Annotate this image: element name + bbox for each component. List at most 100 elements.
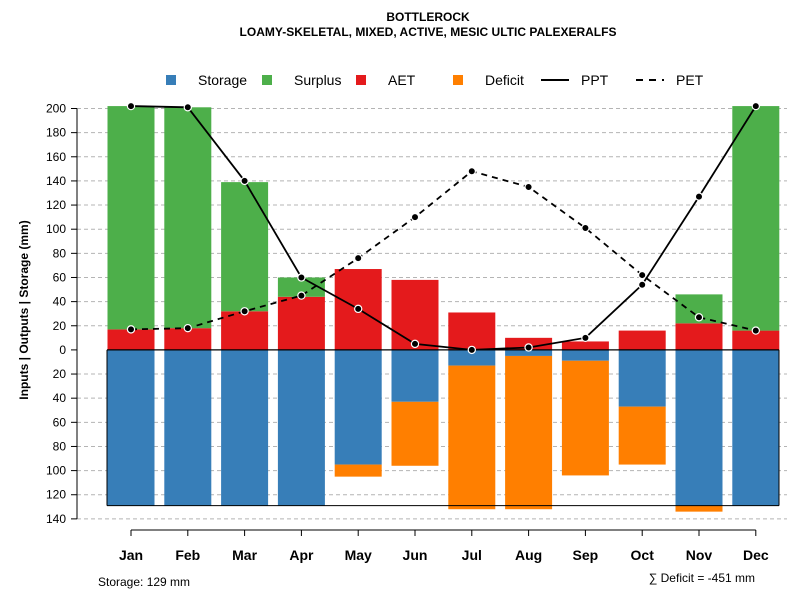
bar-deficit [505, 355, 553, 510]
point-pet [638, 270, 647, 280]
bar-aet [391, 279, 439, 350]
x-tick-label: Oct [631, 547, 655, 563]
bar-surplus [107, 106, 155, 330]
x-tick-label: Mar [232, 547, 257, 563]
point-pet [354, 253, 363, 263]
y-tick-label: 200 [46, 102, 66, 116]
legend-label: Deficit [485, 72, 524, 88]
point-pet [467, 167, 476, 176]
y-axis-label: Inputs | Outputs | Storage (mm) [17, 220, 31, 399]
bar-deficit [391, 401, 439, 466]
point-pet [581, 223, 590, 233]
bar-storage [675, 349, 723, 506]
bar-deficit [618, 406, 666, 465]
point-pet [410, 212, 420, 222]
y-tick-label: 120 [46, 198, 66, 212]
legend-label: AET [388, 72, 416, 88]
bars [106, 106, 780, 512]
y-tick-label: 100 [46, 222, 66, 236]
legend-label: PPT [581, 72, 609, 88]
y-tick-label: 120 [46, 488, 66, 502]
bar-deficit [334, 464, 382, 477]
point-ppt [297, 273, 306, 282]
y-axis: 2001801601401201008060402002040608010012… [46, 102, 78, 526]
point-ppt [126, 101, 136, 111]
bar-aet [107, 329, 155, 350]
y-tick-label: 60 [53, 270, 67, 284]
point-ppt [183, 103, 192, 112]
bar-storage [107, 349, 155, 506]
bar-surplus [164, 107, 212, 329]
point-ppt [524, 343, 533, 352]
bar-aet [164, 328, 212, 350]
legend-swatch [166, 75, 176, 85]
bar-storage [164, 349, 212, 506]
y-tick-label: 20 [53, 367, 67, 381]
chart-subtitle: LOAMY-SKELETAL, MIXED, ACTIVE, MESIC ULT… [240, 25, 617, 39]
line-ppt [130, 105, 757, 351]
y-tick-label: 80 [53, 439, 67, 453]
y-tick-label: 100 [46, 464, 66, 478]
legend-label: Storage [198, 72, 247, 88]
bar-storage [221, 349, 269, 506]
point-pet [524, 182, 533, 192]
point-pet [751, 326, 761, 335]
point-ppt [240, 176, 249, 186]
point-ppt [751, 101, 761, 111]
series-lines [126, 101, 761, 355]
bar-aet [277, 296, 325, 350]
x-axis: Jan Feb Mar Apr May Jun Jul Aug Sep Oct Nov Dec [119, 529, 769, 563]
bar-deficit [675, 505, 723, 512]
y-tick-label: 140 [46, 174, 66, 188]
y-tick-label: 0 [59, 343, 66, 357]
point-pet [126, 325, 136, 334]
bar-deficit [448, 365, 496, 510]
x-tick-label: Nov [686, 547, 713, 563]
legend-swatch [453, 75, 463, 85]
point-pet [694, 313, 704, 322]
y-tick-label: 40 [53, 295, 67, 309]
bar-aet [732, 330, 780, 350]
point-pet [240, 307, 249, 316]
y-tick-label: 40 [53, 391, 67, 405]
point-ppt [694, 192, 704, 201]
x-tick-label: Jun [403, 547, 428, 563]
legend-label: PET [676, 72, 704, 88]
bar-storage [561, 349, 609, 361]
point-ppt [354, 304, 363, 314]
x-tick-label: Feb [175, 547, 200, 563]
point-ppt [638, 280, 647, 289]
x-tick-label: Aug [515, 547, 542, 563]
point-ppt [410, 339, 420, 349]
grid-lines [77, 108, 787, 520]
y-tick-label: 180 [46, 126, 66, 140]
bar-aet [221, 311, 269, 350]
point-pet [297, 291, 306, 300]
bar-storage [391, 349, 439, 402]
point-pet [183, 323, 192, 333]
bar-storage [277, 349, 325, 506]
bar-surplus [277, 277, 325, 297]
bar-surplus [221, 182, 269, 312]
y-tick-label: 80 [53, 246, 67, 260]
legend-swatch [356, 75, 366, 85]
legend-swatch [262, 75, 272, 85]
point-ppt [581, 333, 590, 343]
x-tick-label: Jan [119, 547, 143, 563]
bar-storage [618, 349, 666, 407]
bar-deficit [561, 360, 609, 476]
bar-storage [732, 349, 780, 506]
bar-storage [505, 349, 553, 356]
bar-aet [618, 330, 666, 350]
x-tick-label: Sep [573, 547, 599, 563]
bar-storage [334, 349, 382, 465]
bar-aet [675, 323, 723, 350]
bar-storage [448, 349, 496, 366]
x-tick-label: May [345, 547, 372, 563]
x-tick-label: Apr [289, 547, 314, 563]
y-tick-label: 140 [46, 512, 66, 526]
chart-title: BOTTLEROCK [386, 10, 470, 24]
point-ppt [467, 345, 476, 355]
x-tick-label: Jul [462, 547, 482, 563]
